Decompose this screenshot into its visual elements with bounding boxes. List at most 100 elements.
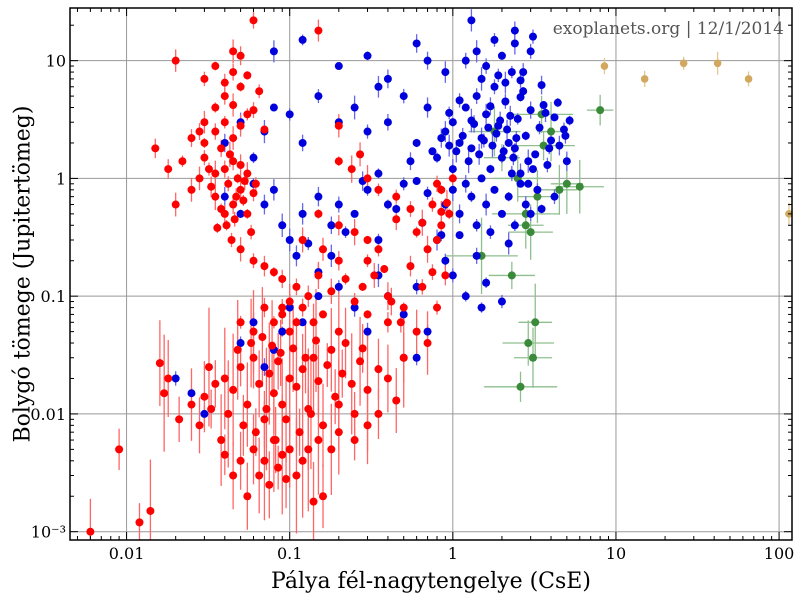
data-point-red	[314, 26, 323, 35]
data-point-red	[282, 475, 291, 484]
y-tick-label: 0.01	[30, 405, 66, 424]
data-point-red	[428, 268, 437, 277]
grid	[70, 8, 792, 540]
data-point-red	[312, 336, 321, 345]
data-point-red	[374, 245, 383, 254]
data-point-red	[399, 353, 408, 362]
data-point-red	[423, 339, 432, 348]
data-point-red	[230, 215, 239, 224]
data-point-red	[164, 165, 173, 174]
data-point-blue	[516, 179, 525, 188]
data-point-red	[278, 310, 287, 319]
data-point-red	[442, 198, 451, 207]
data-point-red	[318, 492, 327, 501]
watermark-annotation: exoplanets.org | 12/1/2014	[553, 19, 784, 39]
data-point-blue	[334, 62, 343, 71]
data-point-blue	[314, 292, 323, 301]
data-point-blue	[537, 81, 546, 90]
data-point-red	[220, 450, 229, 459]
data-point-red	[428, 200, 437, 209]
data-point-red	[309, 318, 318, 327]
data-point-red	[200, 118, 209, 127]
data-point-tan	[744, 75, 753, 83]
data-point-red	[229, 47, 238, 56]
data-point-tan	[679, 59, 688, 68]
data-point-red	[399, 303, 408, 312]
data-point-red	[220, 374, 229, 383]
data-point-red	[251, 428, 260, 437]
data-point-blue	[490, 35, 499, 44]
data-point-blue	[510, 144, 519, 153]
data-point-red	[135, 518, 144, 527]
data-point-red	[232, 192, 241, 201]
data-point-green	[575, 182, 584, 191]
data-point-red	[229, 157, 238, 166]
data-point-blue	[455, 96, 464, 105]
data-point-blue	[521, 200, 530, 209]
data-point-blue	[448, 118, 457, 127]
data-point-blue	[412, 282, 421, 291]
data-point-blue	[298, 138, 307, 147]
data-point-red	[211, 62, 220, 71]
data-point-blue	[467, 116, 476, 125]
data-point-blue	[543, 160, 552, 169]
data-point-red	[220, 165, 229, 174]
y-tick-label: 1	[56, 169, 66, 188]
data-point-red	[441, 271, 450, 280]
data-point-blue	[550, 113, 559, 122]
data-point-red	[418, 282, 427, 291]
data-point-blue	[334, 282, 343, 291]
data-point-red	[249, 445, 258, 454]
data-point-red	[243, 492, 252, 501]
data-point-red	[115, 445, 124, 454]
data-point-blue	[499, 147, 508, 156]
data-point-red	[171, 56, 180, 65]
data-point-red	[171, 200, 180, 209]
data-point-blue	[479, 136, 488, 145]
data-point-blue	[528, 165, 537, 174]
data-point-red	[229, 200, 238, 209]
data-point-red	[249, 16, 258, 25]
data-point-red	[278, 274, 287, 283]
data-point-green	[555, 185, 564, 194]
data-point-red	[437, 185, 446, 194]
data-point-blue	[477, 174, 486, 183]
data-point-blue	[423, 327, 432, 336]
data-point-green	[547, 127, 556, 136]
data-point-blue	[524, 157, 533, 166]
data-point-blue	[467, 192, 476, 201]
data-point-blue	[448, 185, 457, 194]
data-point-red	[387, 297, 396, 306]
data-point-red	[220, 92, 229, 101]
data-point-red	[195, 174, 204, 183]
data-point-blue	[285, 303, 294, 312]
data-point-red	[437, 207, 446, 216]
data-point-blue	[455, 138, 464, 147]
data-point-blue	[383, 118, 392, 127]
data-point-red	[243, 400, 252, 409]
data-point-red	[240, 177, 249, 186]
data-point-green	[528, 353, 537, 362]
data-point-blue	[341, 228, 350, 237]
data-point-red	[392, 192, 401, 201]
data-point-red	[278, 450, 287, 459]
data-point-red	[341, 274, 350, 283]
data-point-red	[207, 405, 216, 414]
data-point-blue	[412, 39, 421, 48]
data-point-blue	[524, 179, 533, 188]
data-point-blue	[503, 125, 512, 134]
data-point-blue	[433, 153, 442, 162]
data-point-red	[217, 144, 226, 153]
data-point-red	[292, 282, 301, 291]
y-tick-label: 10⁻³	[31, 523, 66, 542]
data-point-blue	[383, 200, 392, 209]
data-point-blue	[537, 204, 546, 213]
data-point-red	[260, 125, 269, 134]
data-point-blue	[374, 82, 383, 91]
data-point-red	[178, 157, 187, 166]
data-point-red	[224, 179, 233, 188]
data-point-red	[292, 382, 301, 391]
data-point-red	[204, 165, 213, 174]
data-point-green	[526, 228, 535, 237]
